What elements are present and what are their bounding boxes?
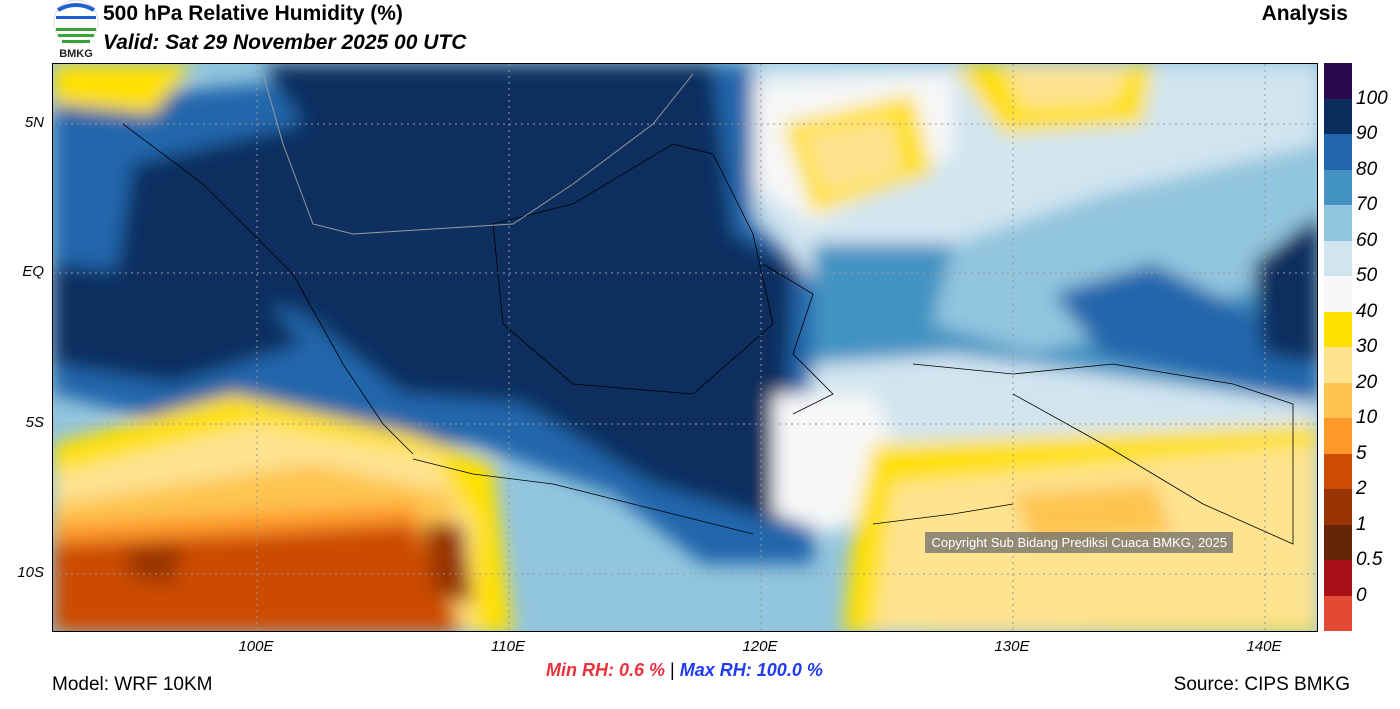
- colorbar-label: 0.5: [1356, 549, 1383, 570]
- colorbar-label: 50: [1356, 265, 1378, 286]
- colorbar-swatch: [1324, 418, 1352, 454]
- colorbar-label: 80: [1356, 158, 1378, 180]
- lon-label-100e: 100E: [238, 638, 274, 655]
- analysis-label: Analysis: [1261, 2, 1348, 25]
- colorbar-label: 20: [1356, 371, 1378, 393]
- colorbar-swatch: [1324, 382, 1352, 418]
- lon-label-140e: 140E: [1246, 638, 1282, 655]
- max-rh-label: Max RH:: [679, 660, 752, 680]
- colorbar-label: 0: [1356, 584, 1367, 606]
- bmkg-logo: [52, 0, 100, 60]
- colorbar-label: 70: [1356, 194, 1378, 215]
- colorbar-label: 90: [1356, 123, 1378, 144]
- rh-stats: Min RH: 0.6 % | Max RH: 100.0 %: [546, 660, 823, 681]
- colorbar-label: 30: [1356, 336, 1378, 357]
- colorbar-swatch: [1324, 311, 1352, 347]
- colorbar: [1324, 63, 1352, 631]
- valid-time: Valid: Sat 29 November 2025 00 UTC: [103, 31, 467, 54]
- colorbar-swatch: [1324, 240, 1352, 276]
- colorbar-label: 10: [1356, 407, 1378, 428]
- colorbar-swatch: [1324, 134, 1352, 170]
- lon-label-110e: 110E: [491, 638, 525, 655]
- lon-label-130e: 130E: [994, 638, 1030, 655]
- min-rh-value: 0.6 %: [619, 660, 666, 680]
- colorbar-label: 1: [1356, 513, 1367, 535]
- colorbar-label: 5: [1356, 442, 1367, 464]
- map-title: 500 hPa Relative Humidity (%): [103, 2, 403, 25]
- colorbar-label: 100: [1356, 87, 1388, 109]
- colorbar-label: 40: [1356, 300, 1378, 322]
- max-rh-value: 100.0 %: [756, 660, 823, 680]
- colorbar-swatch: [1324, 169, 1352, 205]
- lat-label-5n: 5N: [24, 114, 44, 131]
- coastlines: [122, 123, 1294, 545]
- min-rh-label: Min RH:: [546, 660, 614, 680]
- colorbar-swatch: [1324, 276, 1352, 312]
- lon-label-120e: 120E: [742, 638, 778, 655]
- colorbar-swatch: [1324, 524, 1352, 560]
- lat-label-eq: EQ: [22, 263, 44, 280]
- colorbar-swatch: [1324, 453, 1352, 489]
- copyright-notice: Copyright Sub Bidang Prediksi Cuaca BMKG…: [925, 532, 1233, 553]
- colorbar-swatch: [1324, 205, 1352, 241]
- lat-label-5s: 5S: [25, 414, 44, 431]
- colorbar-swatch: [1324, 489, 1352, 525]
- colorbar-swatch: [1324, 98, 1352, 134]
- logo-text: BMKG: [59, 48, 93, 60]
- stats-separator: |: [670, 660, 675, 680]
- colorbar-label: 2: [1356, 478, 1367, 499]
- colorbar-swatch: [1324, 595, 1352, 631]
- colorbar-label: 60: [1356, 229, 1378, 251]
- colorbar-swatch: [1324, 560, 1352, 596]
- humidity-map: Copyright Sub Bidang Prediksi Cuaca BMKG…: [52, 63, 1318, 632]
- colorbar-swatch: [1324, 347, 1352, 383]
- source-label: Source: CIPS BMKG: [1173, 674, 1350, 695]
- model-label: Model: WRF 10KM: [52, 674, 213, 695]
- lat-label-10s: 10S: [17, 564, 44, 581]
- colorbar-swatch: [1324, 63, 1352, 99]
